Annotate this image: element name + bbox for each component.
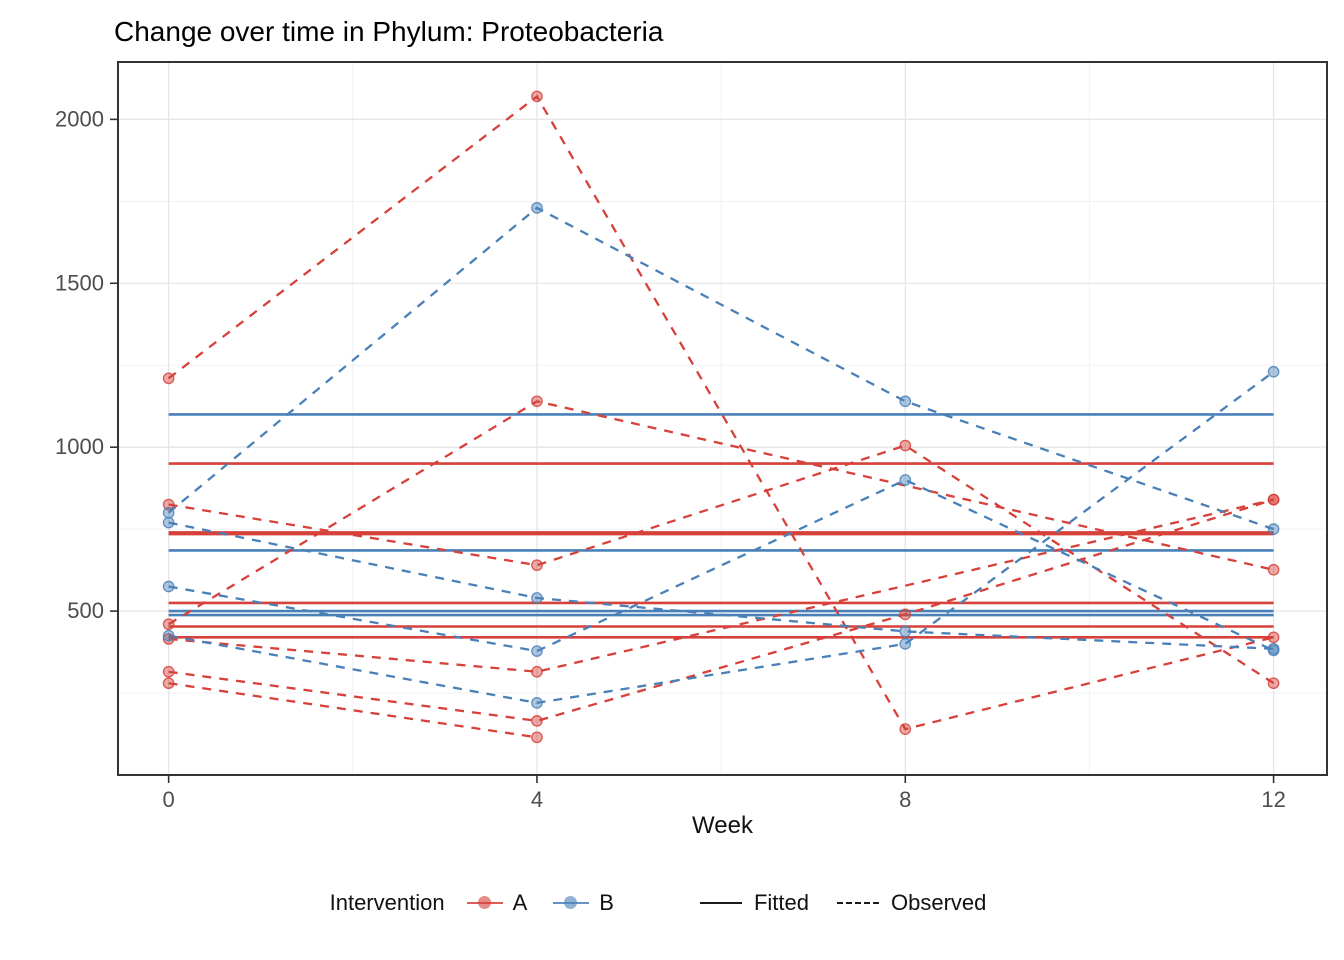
data-point-a (162, 665, 175, 678)
data-point-b (531, 202, 543, 214)
legend-key-b-icon (553, 896, 590, 910)
data-point-b (531, 645, 543, 657)
x-tick-label: 12 (1261, 787, 1285, 812)
y-tick-label: 1500 (55, 270, 104, 295)
legend: Intervention A B Fitted Observed (0, 890, 1344, 916)
data-point-b (1267, 523, 1280, 535)
legend-item-fitted: Fitted (699, 890, 809, 916)
data-point-a (531, 731, 543, 744)
data-point-a (531, 665, 543, 678)
observed-line-b (168, 521, 1274, 650)
legend-label-b: B (599, 890, 614, 915)
data-point-b (162, 516, 175, 529)
y-tick-label: 500 (67, 598, 104, 623)
data-point-b (531, 697, 543, 709)
data-point-a (531, 715, 543, 727)
observed-line-b (167, 206, 1274, 531)
observed-line-a (168, 498, 1274, 673)
panel-border (117, 61, 1328, 776)
legend-label-observed: Observed (890, 890, 987, 915)
data-point-a (162, 633, 175, 645)
legend-title: Intervention (329, 890, 445, 915)
data-point-a (1267, 677, 1280, 690)
y-tick-label: 2000 (55, 106, 104, 131)
data-point-b (899, 395, 912, 408)
data-point-b (1267, 365, 1280, 378)
x-axis-title: Week (692, 812, 753, 839)
y-tick-label: 1000 (55, 434, 104, 459)
data-point-a (1267, 631, 1280, 644)
observed-line-b (168, 370, 1275, 705)
observed-line-a (167, 94, 1274, 731)
observed-line-a (168, 682, 538, 739)
observed-line-a (168, 444, 1275, 685)
data-point-b (162, 629, 175, 642)
legend-key-fitted-icon (699, 902, 742, 904)
chart-title: Change over time in Phylum: Proteobacter… (114, 16, 664, 47)
x-tick-label: 4 (531, 787, 543, 812)
observed-line-a (168, 400, 1274, 626)
data-point-b (531, 592, 543, 604)
chart-canvas: 500 1000 1500 2000 0 4 8 12 (55, 61, 1328, 812)
legend-item-observed: Observed (836, 890, 987, 916)
data-point-a (899, 608, 912, 621)
data-point-a (1267, 563, 1280, 576)
legend-item-b: B (553, 890, 614, 916)
data-point-b (899, 474, 912, 486)
legend-key-observed-icon (836, 902, 879, 904)
data-point-a (1267, 493, 1280, 506)
data-point-a (899, 723, 912, 735)
legend-linetype-group: Fitted Observed (699, 890, 1014, 916)
data-point-b (162, 506, 175, 519)
legend-item-a: A (466, 890, 528, 916)
data-point-a (162, 618, 175, 631)
legend-label-a: A (512, 890, 528, 915)
data-point-a (162, 372, 175, 385)
observed-line-a (168, 498, 1274, 723)
data-point-a (531, 395, 543, 408)
data-point-b (899, 638, 912, 650)
data-point-a (162, 677, 175, 690)
data-point-a (899, 439, 912, 452)
x-tick-label: 8 (899, 787, 911, 812)
data-point-b (1267, 644, 1280, 657)
data-point-b (162, 580, 175, 593)
data-point-a (162, 498, 175, 511)
legend-key-a-icon (466, 896, 503, 910)
data-point-a (531, 559, 543, 572)
data-point-a (531, 90, 543, 103)
legend-label-fitted: Fitted (753, 890, 809, 915)
data-point-b (899, 625, 912, 638)
x-tick-label: 0 (163, 787, 175, 812)
